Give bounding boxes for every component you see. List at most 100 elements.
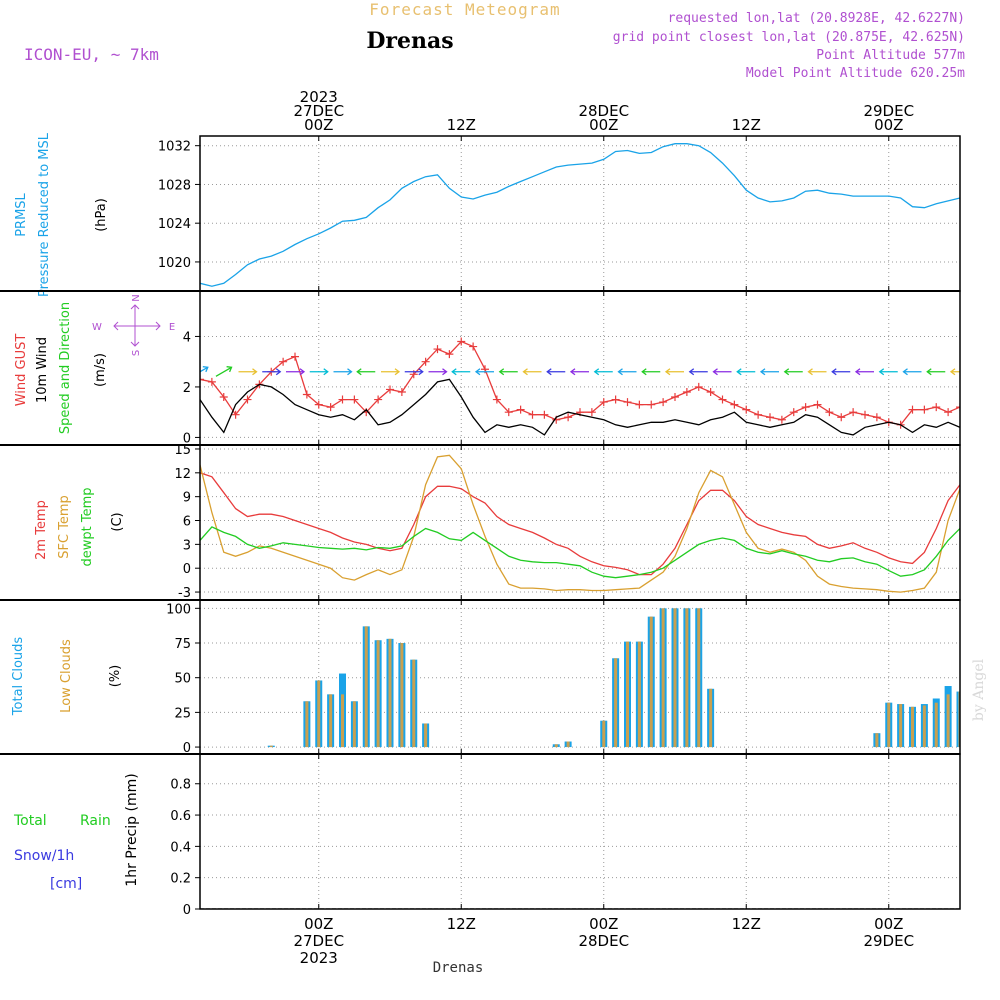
footer-location: Drenas	[433, 960, 484, 976]
low-cloud-bar	[376, 640, 380, 748]
precip-label-total: Total	[13, 813, 47, 829]
precip-label-snow: Snow/1h	[14, 848, 74, 864]
wind-direction-arrow-icon	[831, 368, 851, 376]
clouds-ytick-label: 25	[174, 706, 191, 721]
gust-marker	[469, 342, 478, 351]
time-label-top: 12Z	[732, 116, 761, 134]
wind-direction-arrow-icon	[286, 368, 306, 376]
gust-marker	[200, 375, 204, 384]
wind-direction-arrow-icon	[712, 368, 732, 376]
time-label-bottom: 28DEC	[578, 932, 629, 950]
gust-marker	[706, 387, 715, 396]
point-altitude: Point Altitude 577m	[816, 48, 965, 63]
gust-marker	[611, 395, 620, 404]
gust-marker	[801, 403, 810, 412]
gust-marker	[932, 403, 941, 412]
gust-marker	[956, 403, 960, 412]
gust-marker	[302, 390, 311, 399]
wind-direction-arrow-icon	[902, 368, 922, 376]
wind-direction-arrow-icon	[238, 368, 258, 376]
wind-direction-arrow-icon	[309, 368, 329, 376]
time-label-bottom: 00Z	[874, 915, 903, 933]
low-cloud-bar	[685, 608, 689, 748]
grid-point-coords: grid point closest lon,lat (20.875E, 42.…	[613, 30, 965, 45]
temperature-grid	[200, 445, 960, 600]
low-cloud-bar	[697, 608, 701, 748]
gust-marker	[291, 352, 299, 361]
gust-marker	[754, 410, 763, 419]
low-cloud-bar	[352, 701, 356, 748]
cloud-label-low: Low Clouds	[59, 639, 74, 713]
time-label-bottom: 00Z	[589, 915, 618, 933]
low-cloud-bar	[388, 638, 392, 748]
temperature-labels: 2m Temp SFC Temp dewpt Temp (C)	[34, 487, 125, 566]
wind-direction-arrow-icon	[215, 366, 233, 377]
wind-label-unit: (m/s)	[93, 353, 108, 387]
temperature-ytick-label: 6	[183, 515, 191, 530]
low-cloud-bar	[934, 702, 938, 748]
gust-marker	[789, 408, 798, 417]
time-label-top: 28DEC	[578, 102, 629, 120]
wind-direction-arrow-icon	[878, 368, 898, 376]
low-cloud-bar	[329, 694, 333, 748]
temperature-ytick-label: 0	[183, 562, 191, 577]
compass: N S W E	[92, 294, 175, 356]
clouds-panel: 0 25 50 75 100	[166, 599, 961, 756]
wind-ytick-label: 4	[183, 330, 191, 345]
gust-marker	[623, 398, 632, 407]
clouds-ytick-label: 50	[174, 672, 191, 687]
precipitation-ytick-label: 0.2	[170, 872, 191, 887]
low-cloud-bar	[709, 688, 713, 748]
gust-marker	[564, 413, 573, 422]
time-label-bottom: 00Z	[304, 915, 333, 933]
low-cloud-bar	[305, 701, 309, 748]
location-title: Drenas	[366, 28, 453, 54]
gust-marker	[718, 395, 727, 404]
requested-coords: requested lon,lat (20.8928E, 42.6227N)	[668, 11, 965, 26]
total-cloud-bar	[956, 691, 960, 748]
pressure-ytick-label: 1032	[158, 140, 191, 155]
wind-labels: Wind GUST 10m Wind Speed and Direction (…	[14, 302, 108, 434]
time-label-top: 2023	[300, 88, 338, 106]
model-altitude: Model Point Altitude 620.25m	[746, 66, 965, 81]
temp-label-2m: 2m Temp	[34, 500, 49, 560]
wind-direction-arrow-icon	[664, 368, 684, 376]
gust-marker	[694, 382, 703, 391]
wind-direction-arrow-icon	[759, 368, 779, 376]
wind-direction-arrow-icon	[569, 368, 589, 376]
wind-label-dir: Speed and Direction	[58, 302, 73, 434]
low-cloud-bar	[626, 641, 629, 748]
gust-marker	[635, 400, 644, 409]
cloud-label-total: Total Clouds	[11, 637, 26, 717]
cloud-labels: Total Clouds Low Clouds (%)	[11, 637, 123, 717]
time-label-top: 00Z	[874, 116, 903, 134]
wind-ytick-label: 2	[183, 381, 191, 396]
low-cloud-bar	[566, 741, 570, 748]
compass-w: W	[92, 322, 102, 333]
low-cloud-bar	[875, 733, 879, 748]
wind-panel: 0 2 4	[183, 290, 961, 446]
pressure-label-prmsl: PRMSL	[14, 192, 29, 236]
gust-marker	[445, 350, 454, 359]
dewpt-line	[200, 526, 960, 579]
compass-s: S	[131, 350, 142, 356]
low-cloud-bar	[364, 626, 368, 748]
low-cloud-bar	[602, 720, 606, 748]
pressure-line	[200, 143, 960, 287]
gust-marker	[231, 410, 240, 419]
temp-label-unit: (C)	[110, 512, 125, 531]
precip-labels: Total Rain Snow/1h [cm] 1hr Precip (mm)	[13, 773, 140, 892]
wind-label-10m: 10m Wind	[35, 337, 50, 403]
compass-e: E	[169, 322, 175, 333]
wind-direction-arrow-icon	[522, 368, 542, 376]
clouds-grid	[200, 600, 960, 754]
temperature-ytick-label: 12	[174, 467, 191, 482]
gust-marker	[397, 387, 406, 396]
low-cloud-bar	[269, 745, 273, 748]
pressure-label-unit: (hPa)	[94, 198, 109, 232]
time-label-top: 00Z	[304, 116, 333, 134]
wind-direction-arrow-icon	[498, 368, 518, 376]
